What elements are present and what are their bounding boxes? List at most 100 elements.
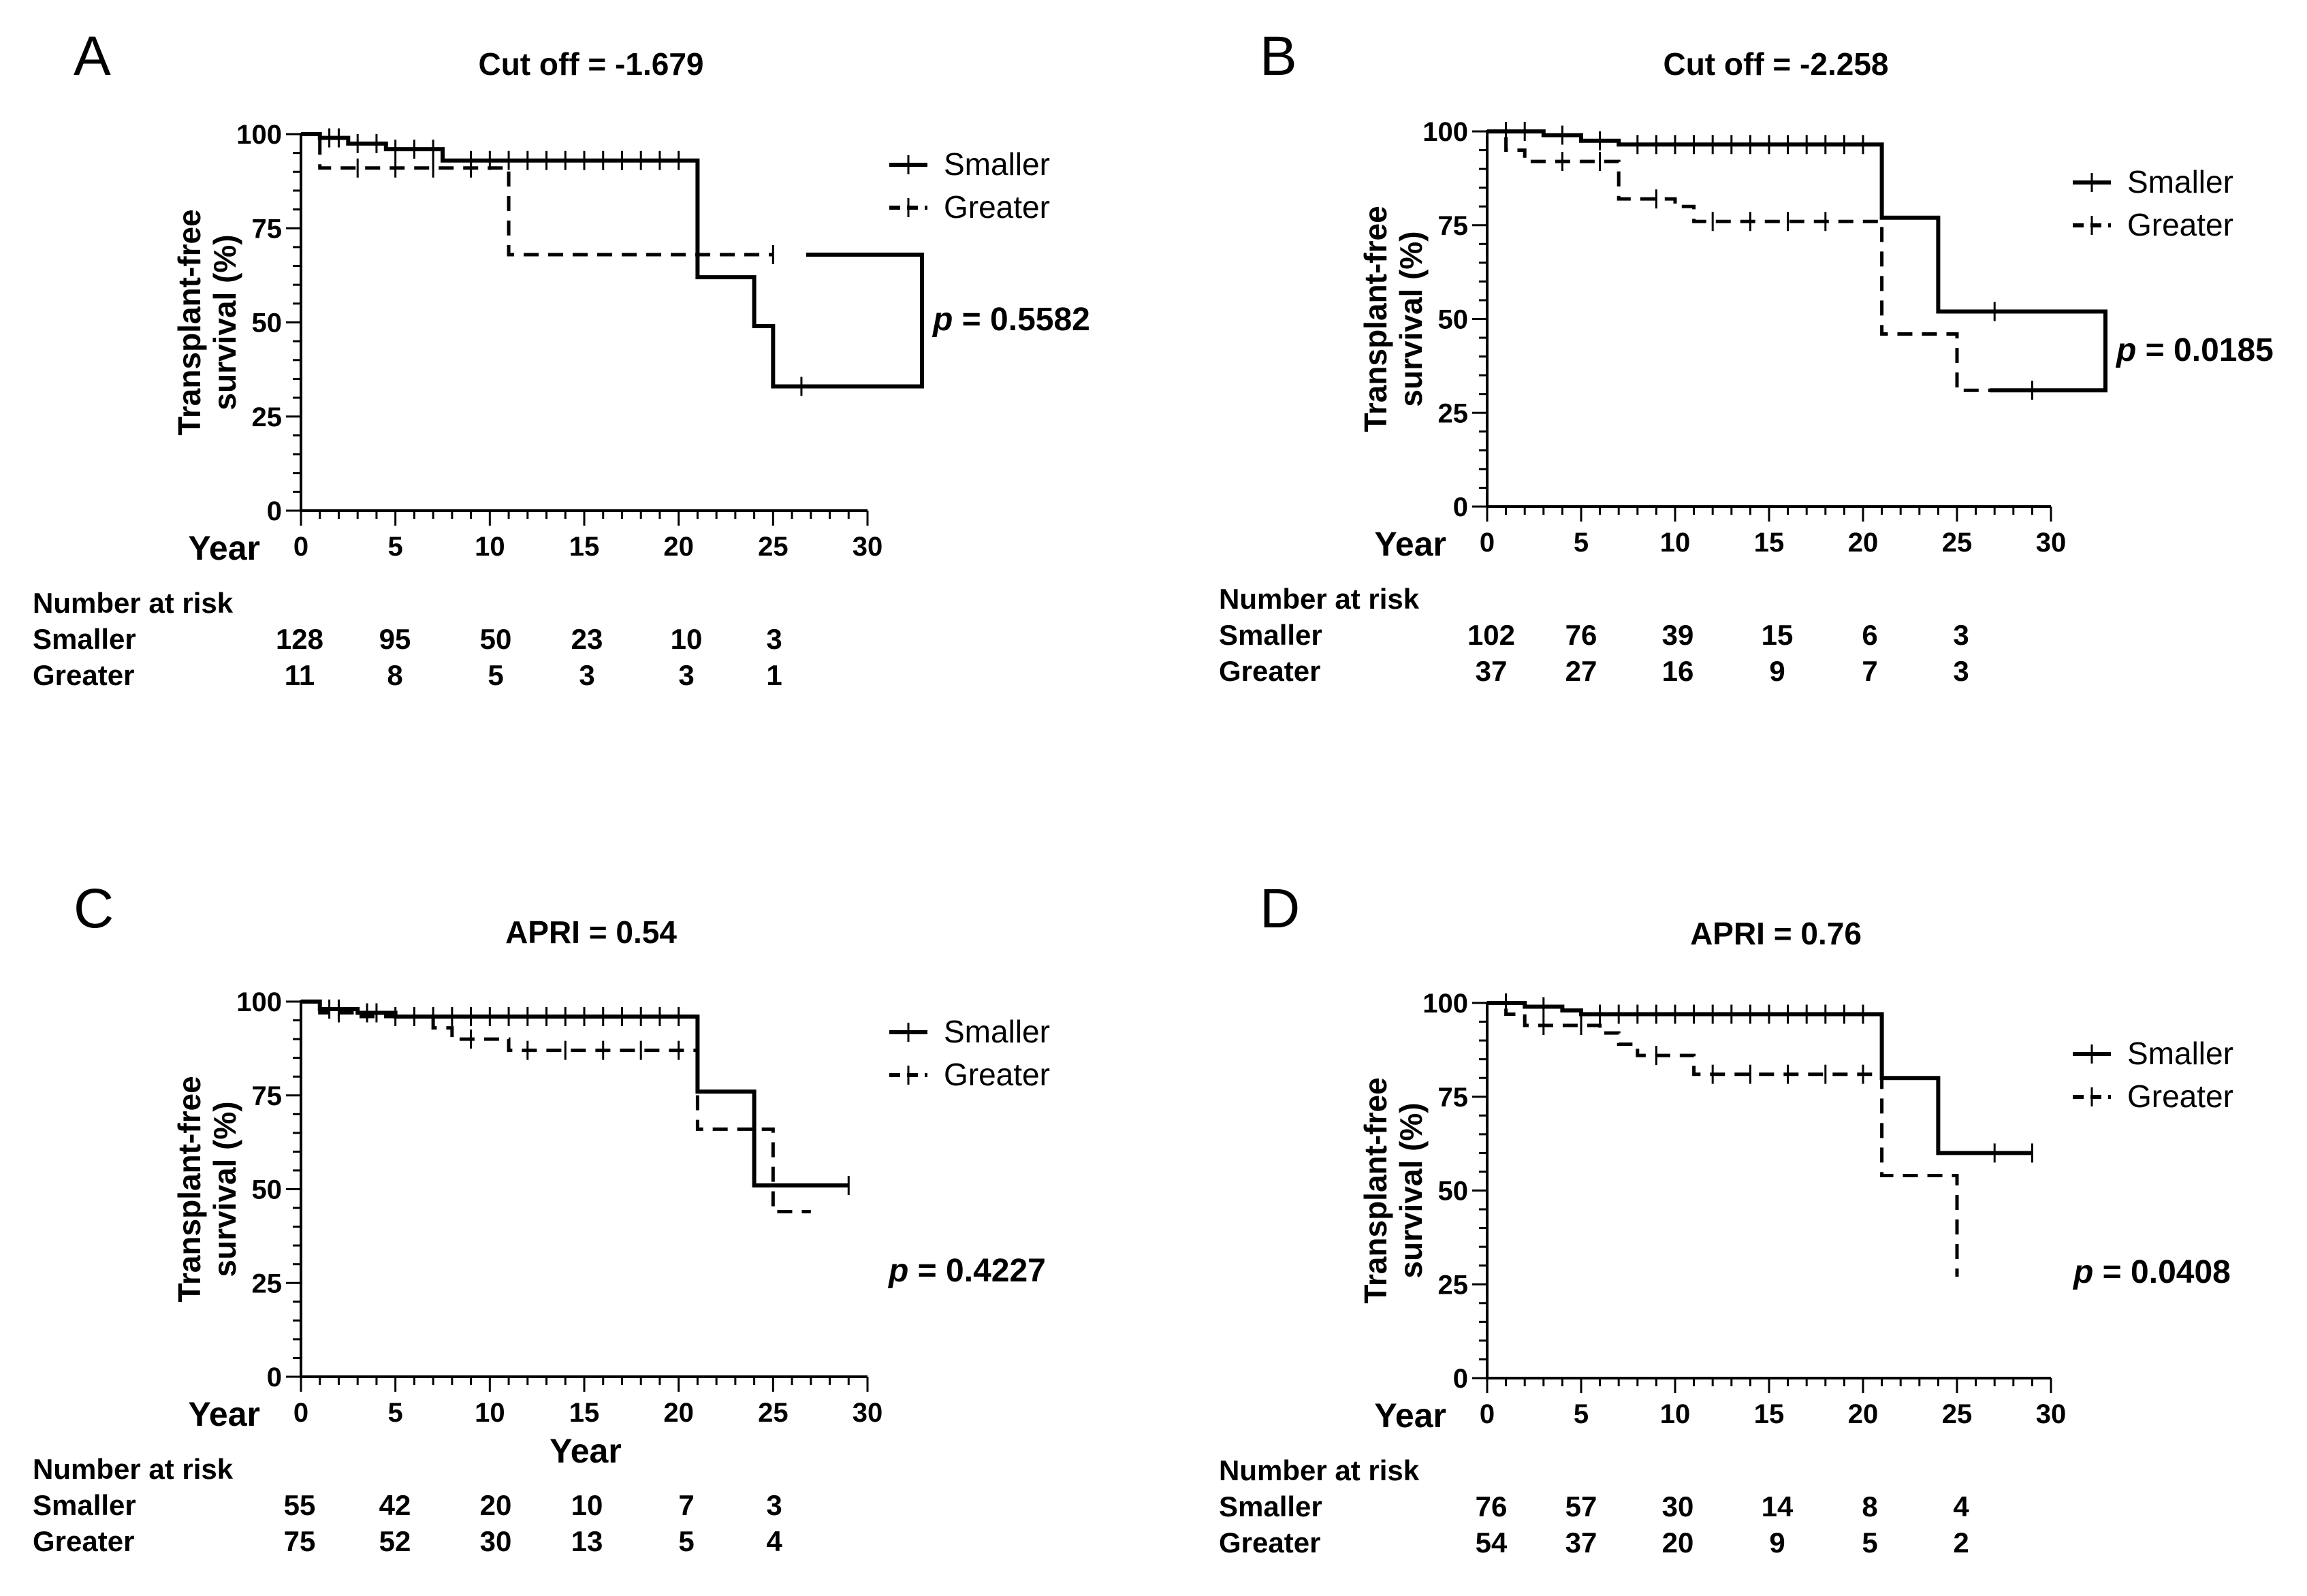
risk-value: 4 xyxy=(766,1525,782,1557)
risk-value: 8 xyxy=(387,659,402,691)
x-tick-label: 15 xyxy=(1754,528,1785,558)
risk-value: 54 xyxy=(1476,1527,1508,1559)
risk-value: 128 xyxy=(276,623,323,655)
chart-title: APRI = 0.76 xyxy=(1690,916,1862,951)
risk-value: 20 xyxy=(480,1489,512,1521)
series-smaller xyxy=(301,1000,850,1195)
y-tick-label: 0 xyxy=(1453,492,1468,522)
legend-label: Smaller xyxy=(944,1014,1050,1049)
y-axis-label-line: survival (%) xyxy=(1393,231,1429,406)
p-value: = 0.4227 xyxy=(908,1253,1046,1289)
x-axis-label: Year xyxy=(1374,525,1446,563)
y-tick-label: 50 xyxy=(252,308,283,338)
panel-letter: A xyxy=(74,25,111,87)
x-tick-label: 15 xyxy=(569,1398,600,1428)
y-tick-label: 50 xyxy=(1438,305,1469,335)
y-tick-label: 25 xyxy=(1438,1270,1469,1300)
y-axis-label: Transplant-freesurvival (%) xyxy=(1358,206,1429,432)
p-symbol: p xyxy=(2072,1254,2093,1290)
y-axis-label-line: survival (%) xyxy=(207,1101,242,1277)
risk-row-label: Smaller xyxy=(1219,619,1322,651)
legend-entry-greater: Greater xyxy=(2073,1079,2233,1114)
km-curve-smaller xyxy=(301,132,849,389)
x-tick-label: 15 xyxy=(1754,1399,1785,1429)
y-tick-label: 75 xyxy=(252,1081,283,1111)
risk-value: 52 xyxy=(379,1525,411,1557)
risk-value: 50 xyxy=(480,623,512,655)
risk-value: 37 xyxy=(1565,1527,1597,1559)
risk-value: 102 xyxy=(1467,619,1515,651)
legend-label: Greater xyxy=(2127,1079,2233,1114)
risk-table-header: Number at risk xyxy=(33,587,234,619)
y-tick-label: 0 xyxy=(267,496,282,526)
risk-row-label: Smaller xyxy=(33,623,136,655)
y-tick-label: 0 xyxy=(267,1362,282,1392)
risk-row-label: Greater xyxy=(1219,655,1320,687)
x-tick-label: 20 xyxy=(1848,528,1879,558)
p-value: = 0.0408 xyxy=(2093,1254,2231,1290)
x-tick-label: 0 xyxy=(1480,528,1495,558)
y-axis-label-line: Transplant-free xyxy=(1358,1077,1393,1303)
legend-entry-greater: Greater xyxy=(2073,207,2233,242)
series-greater xyxy=(1487,129,2033,400)
km-curve-smaller xyxy=(301,1000,849,1187)
y-axis-label-line: Transplant-free xyxy=(172,1076,207,1302)
x-tick-label: 20 xyxy=(663,1398,694,1428)
risk-value: 4 xyxy=(1953,1490,1969,1522)
legend-label: Smaller xyxy=(2127,1036,2233,1071)
risk-table-header: Number at risk xyxy=(1219,1454,1420,1486)
risk-table: Number at risk Smaller 128 95 50 23 10 3 Greater… xyxy=(33,587,782,691)
risk-value: 9 xyxy=(1769,1527,1785,1559)
risk-value: 23 xyxy=(571,623,603,655)
risk-value: 5 xyxy=(1862,1527,1877,1559)
y-axis-label-line: survival (%) xyxy=(1393,1102,1429,1278)
risk-value: 20 xyxy=(1662,1527,1694,1559)
series-smaller xyxy=(301,128,849,396)
risk-value: 30 xyxy=(1662,1490,1694,1522)
panel-letter: B xyxy=(1260,25,1297,87)
risk-value: 3 xyxy=(766,623,782,655)
x-tick-label: 20 xyxy=(663,532,694,562)
risk-value: 2 xyxy=(1953,1527,1969,1559)
risk-table: Number at risk Smaller 55 42 20 10 7 3 Greater 75… xyxy=(33,1453,782,1557)
risk-value: 9 xyxy=(1769,655,1785,687)
risk-value: 39 xyxy=(1662,619,1694,651)
x-tick-label: 5 xyxy=(1574,528,1589,558)
x-tick-label: 0 xyxy=(293,532,308,562)
y-tick-label: 100 xyxy=(236,120,282,150)
x-tick-label: 30 xyxy=(853,532,883,562)
risk-value: 57 xyxy=(1565,1490,1597,1522)
risk-value: 5 xyxy=(488,659,503,691)
series-smaller xyxy=(1487,993,2033,1163)
x-tick-label: 10 xyxy=(1660,528,1691,558)
risk-value: 6 xyxy=(1862,619,1877,651)
legend-label: Greater xyxy=(944,1057,1050,1092)
legend-entry-smaller: Smaller xyxy=(2073,1036,2233,1071)
legend-entry-greater: Greater xyxy=(889,1057,1050,1092)
risk-row-label: Smaller xyxy=(1219,1490,1322,1522)
risk-row-label: Greater xyxy=(33,1525,134,1557)
p-value-bracket xyxy=(1990,309,2107,393)
risk-value: 75 xyxy=(284,1525,316,1557)
x-tick-label: 20 xyxy=(1848,1399,1879,1429)
legend-entry-smaller: Smaller xyxy=(2073,164,2233,200)
chart-title: Cut off = -2.258 xyxy=(1663,46,1888,82)
risk-value: 3 xyxy=(1953,619,1969,651)
y-axis-label: Transplant-freesurvival (%) xyxy=(172,1076,242,1302)
panel-letter: C xyxy=(74,878,114,940)
risk-value: 1 xyxy=(766,659,782,691)
x-axis-label: Year xyxy=(188,1395,260,1433)
y-tick-label: 75 xyxy=(1438,1083,1469,1113)
risk-row-label: Greater xyxy=(33,659,134,691)
risk-value: 10 xyxy=(671,623,703,655)
km-curve-greater xyxy=(301,1000,811,1214)
x-axis-label: Year xyxy=(1374,1396,1446,1435)
risk-value: 5 xyxy=(678,1525,694,1557)
y-tick-label: 25 xyxy=(252,402,283,432)
y-tick-label: 25 xyxy=(1438,398,1469,428)
y-tick-label: 0 xyxy=(1453,1364,1468,1394)
p-value: = 0.5582 xyxy=(953,302,1090,338)
km-curve-smaller xyxy=(1487,129,1995,314)
x-tick-label: 5 xyxy=(388,532,403,562)
